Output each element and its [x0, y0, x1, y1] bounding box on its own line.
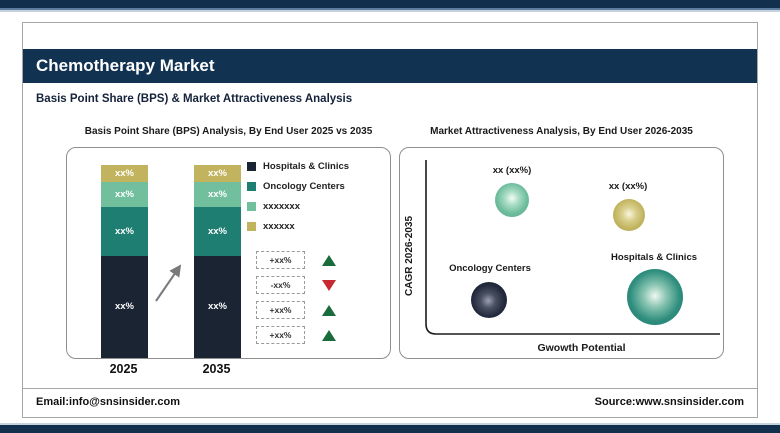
legend-label: xxxxxxx: [263, 201, 300, 212]
x-axis-category-labels: 2025 2035: [66, 362, 391, 380]
segment-xxxxxx-2035: xx%: [194, 165, 241, 183]
legend: Hospitals & Clinics Oncology Centers xxx…: [247, 161, 349, 241]
stacked-bar-2025: xx% xx% xx% xx%: [101, 165, 148, 358]
y-axis-label: CAGR 2026-2035: [404, 215, 415, 297]
attractiveness-chart-title: Market Attractiveness Analysis, By End U…: [430, 126, 693, 137]
axes-lines: [425, 160, 720, 335]
report-frame: Chemotherapy Market Basis Point Share (B…: [22, 22, 758, 418]
legend-item-hospitals-clinics: Hospitals & Clinics: [247, 161, 349, 172]
legend-label: xxxxxx: [263, 221, 295, 232]
change-indicator-row: +xx%: [256, 326, 336, 344]
bar-segment-label: xx%: [114, 301, 134, 313]
legend-item-oncology-centers: Oncology Centers: [247, 181, 349, 192]
legend-item-xxxxxx: xxxxxx: [247, 221, 349, 232]
report-subtitle: Basis Point Share (BPS) & Market Attract…: [36, 93, 353, 105]
segment-xxxxxxx-2025: xx%: [101, 182, 148, 208]
footer-source: Source:www.snsinsider.com: [594, 396, 744, 408]
legend-swatch-navy: [247, 162, 256, 171]
attractiveness-chart-section: Market Attractiveness Analysis, By End U…: [399, 126, 724, 359]
legend-swatch-teal: [247, 182, 256, 191]
change-value-box: +xx%: [256, 251, 305, 269]
bubble-label: Oncology Centers: [449, 263, 531, 274]
segment-hospitals-clinics-2035: xx%: [194, 255, 241, 358]
legend-item-xxxxxxx: xxxxxxx: [247, 201, 349, 212]
segment-xxxxxx-2025: xx%: [101, 165, 148, 183]
bubble-oncology-centers: [471, 282, 507, 318]
bubble-hospitals-clinics: [627, 269, 683, 325]
bubble-label: xx (xx%): [492, 165, 532, 176]
segment-oncology-centers-2025: xx%: [101, 207, 148, 256]
bubble-khaki: [613, 199, 645, 231]
attractiveness-chart-panel: CAGR 2026-2035 Gwowth Potential xx (xx%)…: [399, 147, 724, 359]
segment-hospitals-clinics-2025: xx%: [101, 255, 148, 358]
year-label-2035: 2035: [202, 362, 231, 376]
bubble-label: Hospitals & Clinics: [610, 252, 698, 263]
bps-chart-section: Basis Point Share (BPS) Analysis, By End…: [66, 126, 391, 380]
bar-segment-label: xx%: [207, 168, 227, 180]
bubble-seafoam: [495, 183, 529, 217]
bar-segment-label: xx%: [114, 226, 134, 238]
page-title: Chemotherapy Market: [23, 49, 757, 83]
bottom-accent-bar: [0, 423, 780, 433]
bubble-label: xx (xx%): [608, 181, 648, 192]
change-value-box: -xx%: [256, 276, 305, 294]
bar-segment-label: xx%: [114, 189, 134, 201]
top-accent-bar: [0, 0, 780, 12]
change-indicator-row: +xx%: [256, 251, 336, 269]
trend-up-icon: [322, 304, 336, 316]
legend-swatch-khaki: [247, 222, 256, 231]
bar-segment-label: xx%: [207, 226, 227, 238]
change-indicators: +xx% -xx% +xx% +xx%: [256, 251, 336, 351]
change-indicator-row: +xx%: [256, 301, 336, 319]
change-value-box: +xx%: [256, 301, 305, 319]
bar-segment-label: xx%: [114, 168, 134, 180]
footer-divider: [23, 388, 757, 389]
footer-email: Email:info@snsinsider.com: [36, 396, 180, 408]
change-value-box: +xx%: [256, 326, 305, 344]
segment-oncology-centers-2035: xx%: [194, 207, 241, 256]
bps-chart-title: Basis Point Share (BPS) Analysis, By End…: [84, 126, 373, 137]
trend-arrow-icon: [155, 264, 182, 302]
trend-up-icon: [322, 254, 336, 266]
change-indicator-row: -xx%: [256, 276, 336, 294]
legend-swatch-seafoam: [247, 202, 256, 211]
trend-down-icon: [322, 279, 336, 291]
bps-chart-panel: xx% xx% xx% xx% xx%: [66, 147, 391, 359]
legend-label: Hospitals & Clinics: [263, 161, 350, 172]
bar-segment-label: xx%: [207, 301, 227, 313]
year-label-2025: 2025: [109, 362, 138, 376]
legend-label: Oncology Centers: [263, 181, 345, 192]
segment-xxxxxxx-2035: xx%: [194, 182, 241, 208]
bar-segment-label: xx%: [207, 189, 227, 201]
trend-up-icon: [322, 329, 336, 341]
stacked-bar-2035: xx% xx% xx% xx%: [194, 165, 241, 358]
x-axis-label: Gwowth Potential: [537, 342, 626, 354]
